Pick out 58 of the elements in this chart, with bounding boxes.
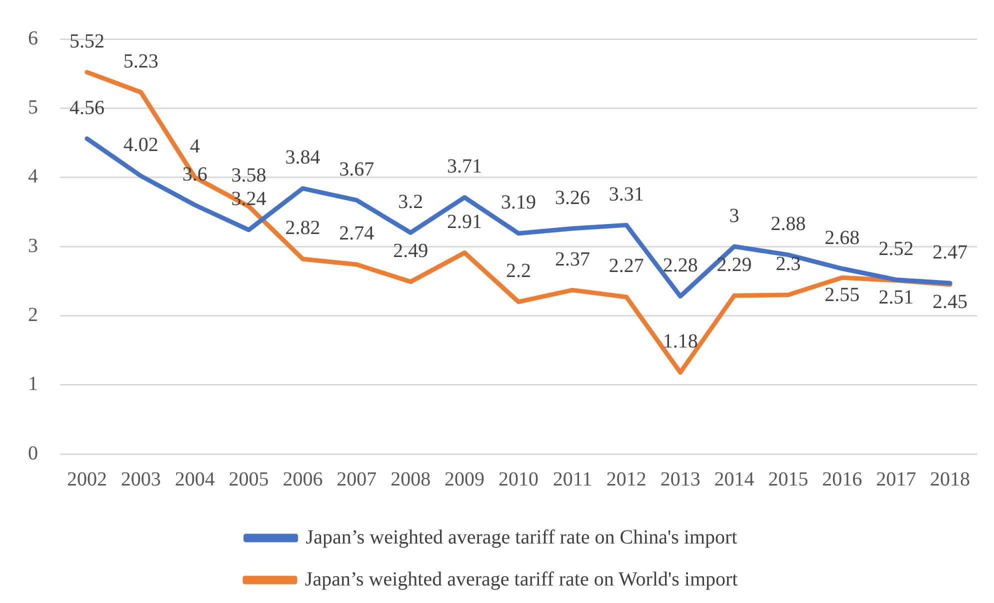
x-tick-label: 2006 [282,468,323,490]
data-label: 3.19 [501,192,536,214]
data-label: 2.68 [824,226,860,249]
data-label: 5.52 [69,30,104,52]
x-tick-label: 2011 [552,468,592,490]
y-tick-label: 6 [28,27,38,50]
y-tick-label: 4 [28,166,38,188]
data-label: 4 [190,136,200,158]
data-label: 2.82 [285,217,320,240]
data-label: 3.58 [231,164,266,187]
x-tick-label: 2013 [660,468,700,490]
x-tick-label: 2004 [174,468,215,490]
x-tick-label: 2009 [444,468,485,490]
data-label: 2.91 [447,210,482,233]
x-tick-label: 2018 [930,468,970,490]
data-label: 4.02 [123,134,158,156]
data-label: 2.52 [878,238,914,260]
data-label: 2.49 [393,240,428,262]
data-label: 3.31 [608,183,644,206]
data-label: 2.88 [770,213,806,236]
data-label: 2.29 [716,254,752,276]
legend-label: Japan’s weighted average tariff rate on World's import [304,568,738,590]
data-label: 3.26 [554,186,590,209]
legend-label: Japan’s weighted average tariff rate on China's import [306,526,738,548]
data-label: 2.3 [776,253,801,276]
x-tick-label: 2007 [336,468,377,490]
x-tick-label: 2008 [390,468,431,490]
data-label: 3.71 [447,156,482,178]
x-tick-label: 2015 [768,468,808,490]
x-tick-label: 2016 [822,468,862,490]
data-label: 1.18 [662,330,698,353]
y-tick-label: 5 [28,96,38,118]
data-label: 2.27 [608,255,644,278]
x-tick-label: 2014 [714,468,754,490]
data-label: 3 [729,204,740,227]
data-label: 2.37 [554,248,590,270]
x-tick-label: 2017 [876,468,916,490]
data-label: 2.51 [878,286,914,309]
data-label: 3.67 [339,158,374,180]
x-tick-label: 2005 [228,468,269,490]
data-label: 5.23 [123,50,158,73]
x-tick-label: 2003 [120,468,161,490]
x-tick-label: 2002 [66,468,107,490]
data-label: 2.28 [662,254,698,277]
data-label: 3.84 [285,146,320,169]
data-label: 3.2 [398,190,424,213]
data-label: 4.56 [69,96,104,119]
y-tick-label: 3 [28,234,38,257]
x-tick-label: 2010 [498,468,538,490]
y-tick-label: 2 [28,304,38,326]
data-label: 2.2 [506,260,531,282]
data-label: 2.47 [932,241,968,264]
data-label: 2.55 [824,284,860,306]
y-tick-label: 1 [28,373,38,396]
data-label: 2.45 [932,290,968,313]
x-tick-label: 2012 [606,468,646,490]
data-label: 2.74 [339,222,374,245]
y-tick-label: 0 [28,442,38,464]
